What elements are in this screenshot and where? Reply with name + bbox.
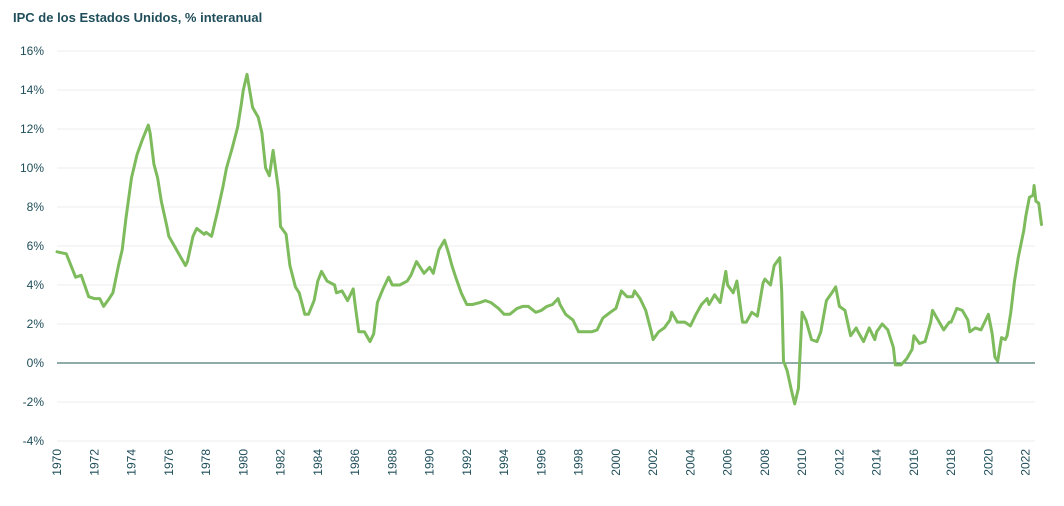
- gridlines: [57, 50, 1035, 442]
- x-tick-label: 1998: [572, 449, 586, 476]
- y-tick-label: 14%: [20, 83, 44, 97]
- y-axis-ticks: 16% 14% 12% 10% 8% 6% 4% 2% 0% -2% -4%: [20, 44, 44, 448]
- cpi-yoy-line: [55, 72, 1043, 406]
- x-tick-label: 1982: [274, 449, 288, 476]
- x-tick-label: 1984: [311, 449, 325, 476]
- x-tick-label: 1978: [199, 449, 213, 476]
- y-tick-label: 2%: [27, 317, 45, 331]
- x-tick-label: 2004: [683, 449, 697, 476]
- x-tick-label: 1970: [50, 449, 64, 476]
- x-tick-label: 2016: [907, 449, 921, 476]
- x-tick-label: 2014: [870, 449, 884, 476]
- x-tick-label: 1980: [236, 449, 250, 476]
- x-tick-label: 2018: [944, 449, 958, 476]
- x-axis-ticks: 1970 1972 1974 1976 1978 1980 1982 1984 1986 1988…: [50, 449, 1033, 476]
- x-tick-label: 1974: [125, 449, 139, 476]
- x-tick-label: 1990: [423, 449, 437, 476]
- x-tick-label: 2002: [646, 449, 660, 476]
- y-tick-label: 12%: [20, 122, 44, 136]
- x-tick-label: 1988: [385, 449, 399, 476]
- x-tick-label: 2022: [1019, 449, 1033, 476]
- y-tick-label: 16%: [20, 44, 44, 58]
- x-tick-label: 2020: [981, 449, 995, 476]
- x-tick-label: 1972: [87, 449, 101, 476]
- x-tick-label: 1992: [460, 449, 474, 476]
- y-tick-label: 8%: [27, 200, 45, 214]
- y-tick-label: 4%: [27, 278, 45, 292]
- y-tick-label: 10%: [20, 161, 44, 175]
- chart-title: IPC de los Estados Unidos, % interanual: [13, 10, 262, 25]
- y-tick-label: -4%: [23, 434, 45, 448]
- y-tick-label: 6%: [27, 239, 45, 253]
- x-tick-label: 2008: [758, 449, 772, 476]
- x-tick-label: 1976: [162, 449, 176, 476]
- x-tick-label: 2010: [795, 449, 809, 476]
- x-tick-label: 1996: [534, 449, 548, 476]
- y-tick-label: -2%: [23, 395, 45, 409]
- x-tick-label: 2006: [721, 449, 735, 476]
- x-tick-label: 2012: [832, 449, 846, 476]
- x-tick-label: 1986: [348, 449, 362, 476]
- x-tick-label: 1994: [497, 449, 511, 476]
- x-tick-label: 2000: [609, 449, 623, 476]
- y-tick-label: 0%: [27, 356, 45, 370]
